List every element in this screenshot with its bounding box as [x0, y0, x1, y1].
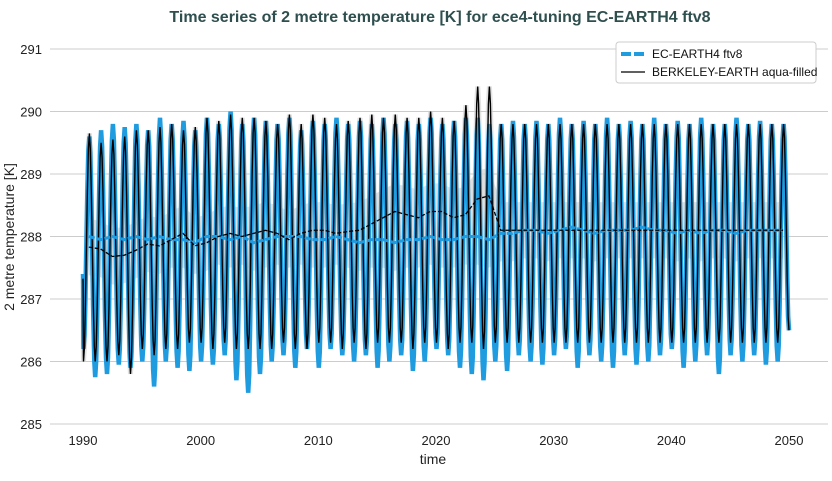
x-tick-label: 2040 [657, 433, 686, 448]
y-axis-label: 2 metre temperature [K] [1, 163, 17, 311]
berkeley-series-line [82, 86, 790, 375]
y-tick-label: 286 [20, 355, 42, 370]
x-tick-label: 2030 [539, 433, 568, 448]
y-tick-label: 289 [20, 167, 42, 182]
x-tick-label: 2000 [186, 433, 215, 448]
y-tick-label: 290 [20, 105, 42, 120]
y-tick-label: 288 [20, 230, 42, 245]
x-tick-label: 2050 [775, 433, 804, 448]
legend-box [615, 41, 817, 84]
x-tick-label: 2020 [422, 433, 451, 448]
legend-label-ec-earth: EC-EARTH4 ftv8 [652, 47, 743, 61]
x-tick-label: 1990 [69, 433, 98, 448]
y-tick-label: 287 [20, 292, 42, 307]
legend: EC-EARTH4 ftv8 BERKELEY-EARTH aqua-fille… [615, 41, 817, 84]
y-tick-label: 291 [20, 42, 42, 57]
x-axis-label: time [420, 451, 447, 467]
y-tick-label: 285 [20, 417, 42, 432]
legend-label-berkeley: BERKELEY-EARTH aqua-filled [652, 65, 817, 79]
x-tick-label: 2010 [304, 433, 333, 448]
berkeley-running-mean-line [88, 195, 784, 258]
chart-title: Time series of 2 metre temperature [K] f… [169, 9, 710, 26]
